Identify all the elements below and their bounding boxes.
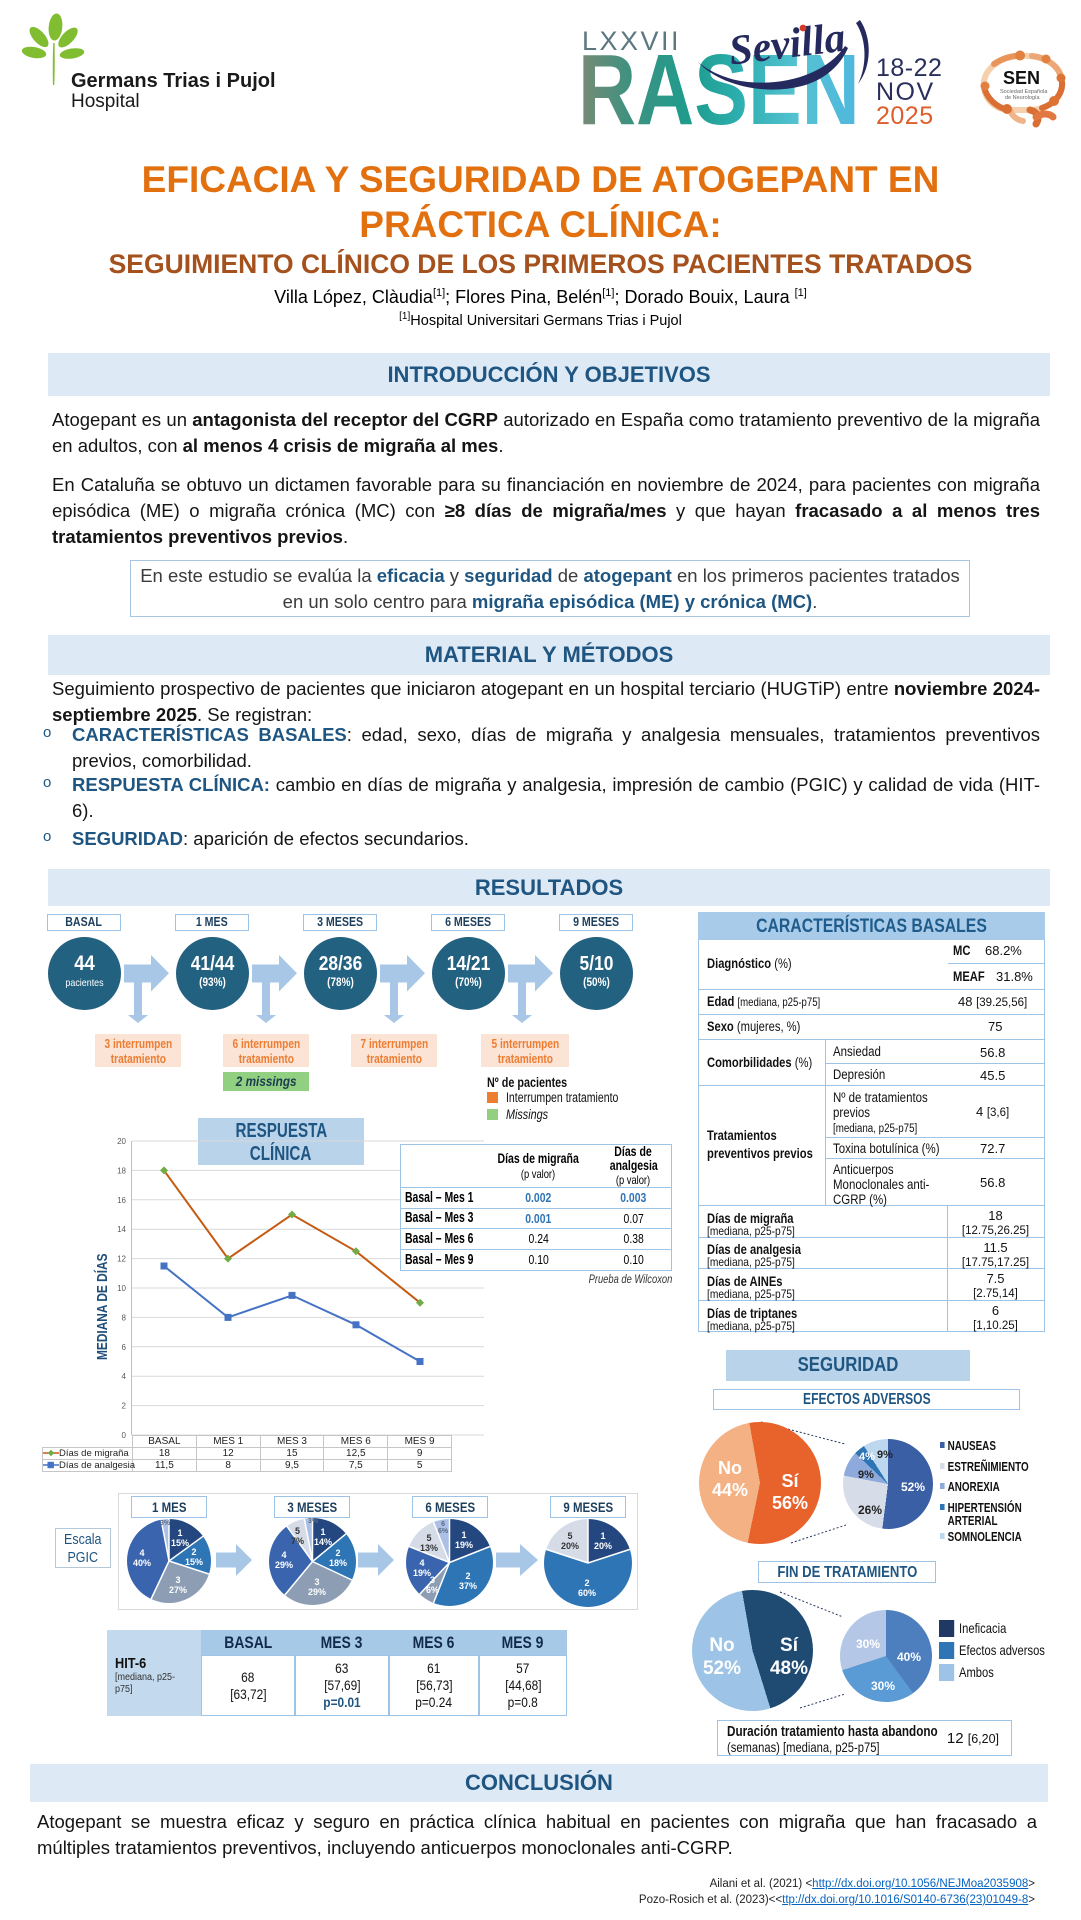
svg-text:20: 20 [117,1138,126,1146]
svg-text:12: 12 [117,1255,126,1264]
svg-text:16: 16 [117,1196,126,1205]
svg-text:10: 10 [117,1284,126,1293]
svg-text:8: 8 [122,1313,127,1322]
svg-text:0: 0 [122,1431,127,1438]
svg-text:de Neurología: de Neurología [1005,95,1040,101]
svg-text:6: 6 [122,1343,127,1352]
svg-text:14: 14 [117,1225,126,1234]
svg-text:4: 4 [122,1372,127,1381]
svg-text:Sociedad Española: Sociedad Española [1000,89,1048,95]
svg-text:2: 2 [122,1402,127,1411]
svg-text:SEN: SEN [1003,68,1040,88]
svg-text:RASEN: RASEN [578,50,860,128]
svg-text:18: 18 [117,1166,126,1175]
